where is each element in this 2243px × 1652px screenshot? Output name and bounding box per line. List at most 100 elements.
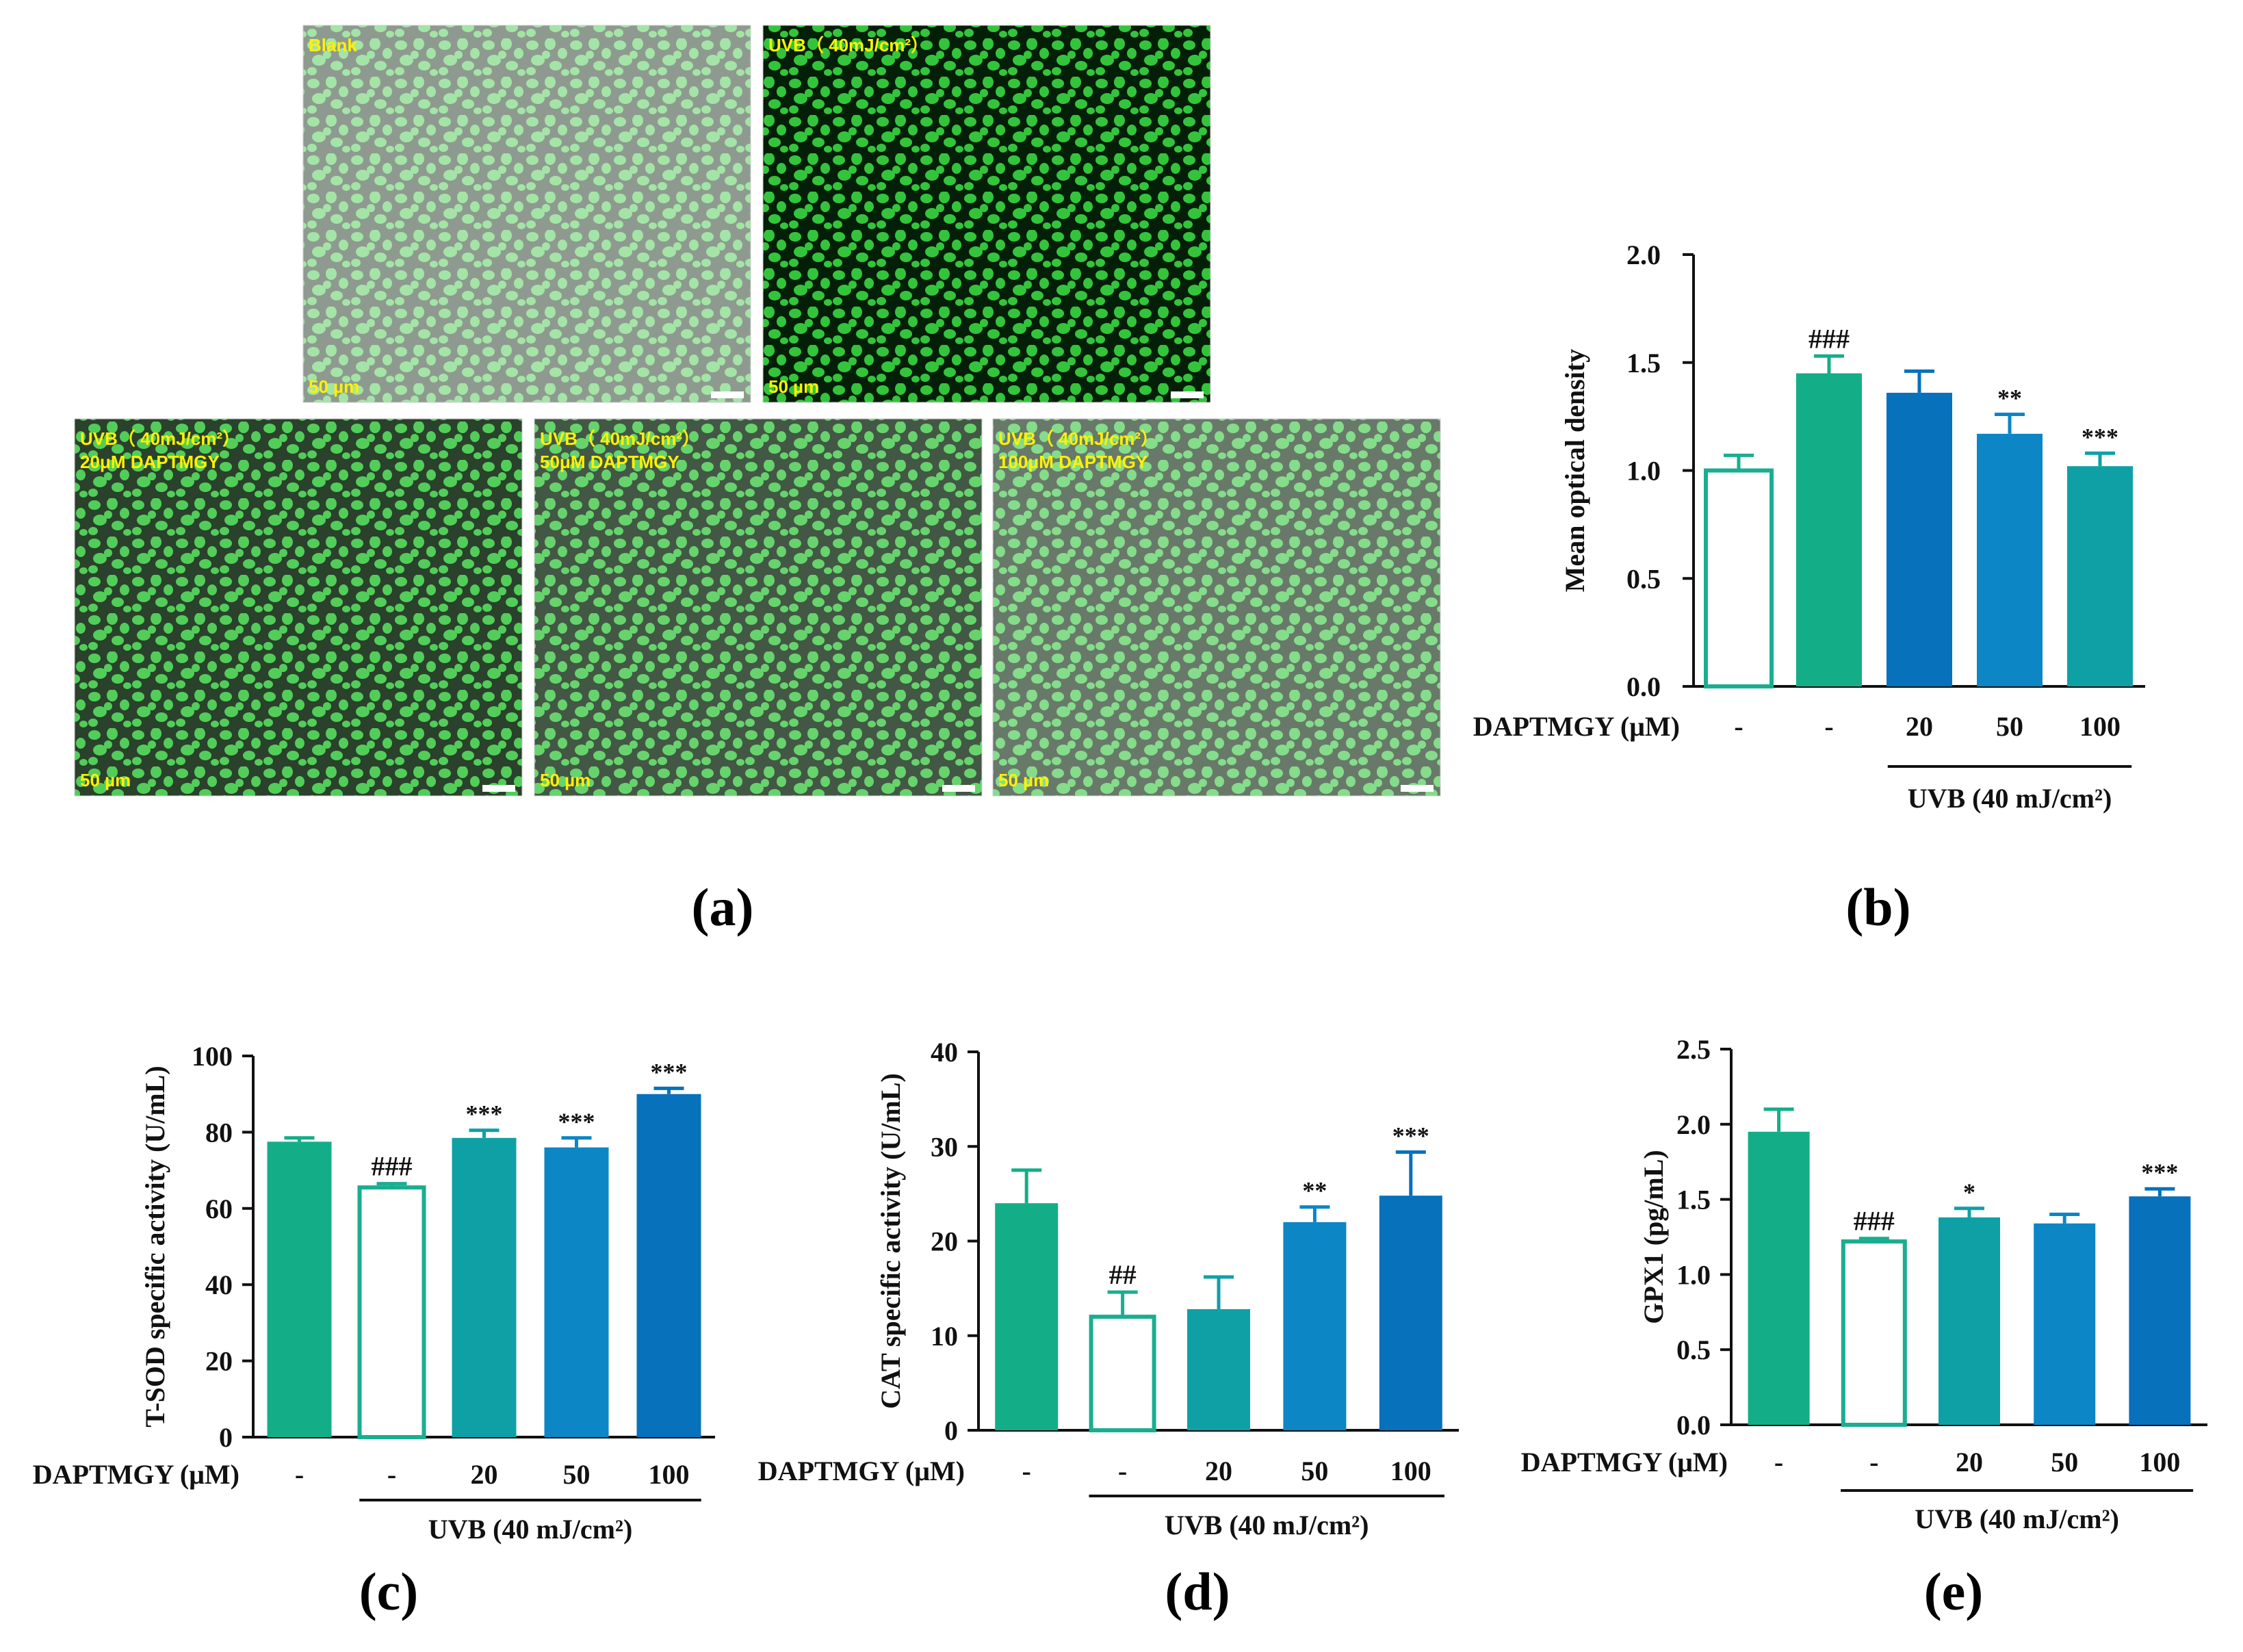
panel-label-group: (a) (b) (c) (d) (e) — [359, 877, 1984, 1621]
x-tick-label: - — [1734, 711, 1743, 742]
significance-mark: *** — [1392, 1122, 1429, 1150]
micrograph-image — [993, 419, 1440, 796]
micrograph-border — [302, 25, 751, 403]
bar-3 — [1887, 392, 1952, 686]
x-tick-label: 50 — [2051, 1447, 2078, 1477]
y-tick-label: 40 — [931, 1037, 958, 1068]
panel-label-c: (c) — [359, 1562, 419, 1621]
x-tick-label: 100 — [649, 1459, 690, 1490]
bar-1 — [1704, 468, 1774, 688]
significance-mark: ### — [372, 1151, 413, 1182]
bar-3 — [1187, 1309, 1250, 1430]
bar-1 — [267, 1141, 332, 1437]
panel-label-d: (d) — [1165, 1562, 1230, 1621]
y-tick-label: 2.5 — [1676, 1034, 1711, 1065]
panel-label-e: (e) — [1924, 1562, 1984, 1621]
y-tick-label: 30 — [931, 1131, 958, 1162]
micrograph-4: UVB（ 40mJ/cm²） 50μM DAPTMGY 50 µm — [534, 418, 983, 797]
y-tick-label: 2.0 — [1676, 1109, 1711, 1140]
y-tick-label: 0 — [944, 1415, 958, 1446]
micrograph-2: UVB（ 40mJ/cm²） 50 µm — [762, 25, 1211, 403]
y-tick-label: 1.0 — [1676, 1259, 1711, 1290]
scale-label: 50 µm — [768, 376, 819, 397]
micrograph-border — [762, 25, 1211, 403]
x-tick-label: 20 — [1906, 711, 1933, 742]
micrograph-image — [75, 419, 522, 796]
x-tick-label: - — [1824, 711, 1833, 742]
significance-mark: ## — [1109, 1259, 1137, 1290]
y-tick-label: 20 — [205, 1346, 233, 1377]
bar-4 — [2034, 1223, 2096, 1425]
micrograph-border — [992, 418, 1441, 797]
chart-e: 0.0 0.5 1.0 1.5 2.0 2.5 GPX1 (pg/mL) - ### - * 20 50… — [1521, 1034, 2207, 1534]
x-axis-title: DAPTMGY (μM) — [1521, 1447, 1728, 1477]
panel-label-b: (b) — [1845, 877, 1910, 937]
bar-1 — [995, 1203, 1059, 1430]
y-tick-label: 0 — [219, 1422, 233, 1453]
chart-d: 0 10 20 30 40 CAT specific activity (U/mL) - ##… — [758, 1037, 1459, 1540]
y-tick-label: 1.5 — [1626, 348, 1661, 378]
y-axis-title: CAT specific activity (U/mL) — [875, 1073, 906, 1409]
micrograph-border — [74, 418, 523, 797]
bar-3 — [452, 1137, 517, 1437]
y-tick-label: 60 — [205, 1193, 233, 1224]
group-label: UVB (40 mJ/cm²) — [1908, 783, 2112, 814]
micrograph-label: UVB（ 40mJ/cm²） — [540, 428, 700, 449]
x-tick-label: - — [1022, 1456, 1031, 1486]
bar-5 — [2129, 1196, 2191, 1425]
significance-mark: *** — [466, 1100, 503, 1128]
significance-mark: ### — [1854, 1206, 1895, 1237]
x-tick-label: - — [1869, 1447, 1878, 1477]
x-tick-label: 100 — [1390, 1456, 1431, 1486]
x-tick-label: 20 — [1205, 1456, 1232, 1486]
y-tick-label: 20 — [931, 1226, 958, 1257]
y-axis-title: Mean optical density — [1559, 349, 1590, 593]
significance-mark: *** — [558, 1108, 595, 1135]
significance-mark: ** — [1997, 384, 2022, 411]
scale-bar — [1401, 785, 1434, 792]
bar-2 — [1841, 1239, 1907, 1427]
x-tick-label: - — [1774, 1447, 1783, 1477]
group-label: UVB (40 mJ/cm²) — [428, 1514, 633, 1545]
y-tick-label: 1.5 — [1676, 1185, 1711, 1215]
scale-label: 50 µm — [80, 770, 131, 790]
x-tick-label: - — [387, 1459, 396, 1490]
micrograph-label: 50μM DAPTMGY — [540, 452, 679, 472]
micrograph-5: UVB（ 40mJ/cm²） 100μM DAPTMGY 50 µm — [992, 418, 1441, 797]
significance-mark: ** — [1302, 1177, 1327, 1204]
micrograph-image — [303, 25, 751, 402]
micrograph-label: UVB（ 40mJ/cm²） — [768, 35, 929, 55]
y-axis-title: GPX1 (pg/mL) — [1638, 1150, 1669, 1324]
panel-label-a: (a) — [692, 877, 754, 937]
y-tick-label: 0.0 — [1676, 1410, 1711, 1441]
bar-2 — [1796, 373, 1862, 686]
y-tick-label: 100 — [192, 1041, 233, 1072]
micrograph-1: Blank 50 µm — [302, 25, 751, 403]
x-tick-label: 100 — [2079, 711, 2121, 742]
bar-2 — [357, 1185, 426, 1440]
significance-mark: * — [1963, 1178, 1975, 1206]
x-tick-label: 20 — [1956, 1447, 1983, 1477]
scale-label: 50 µm — [540, 770, 591, 790]
x-tick-label: - — [1118, 1456, 1127, 1486]
bar-5 — [1379, 1196, 1442, 1430]
micrograph-3: UVB（ 40mJ/cm²） 20μM DAPTMGY 50 µm — [74, 418, 523, 797]
bar-4 — [1977, 433, 2043, 686]
micrograph-label: 20μM DAPTMGY — [80, 452, 220, 472]
micrograph-label: Blank — [309, 35, 357, 55]
y-tick-label: 40 — [205, 1269, 233, 1300]
y-tick-label: 2.0 — [1626, 240, 1661, 270]
x-tick-label: 100 — [2139, 1447, 2180, 1477]
x-tick-label: 50 — [1996, 711, 2023, 742]
bar-5 — [636, 1094, 701, 1437]
scale-bar — [942, 785, 975, 792]
chart-c: 0 20 40 60 80 100 T-SOD specific activity (U/m… — [33, 1041, 715, 1545]
significance-mark: *** — [2082, 423, 2118, 450]
y-tick-label: 10 — [931, 1321, 958, 1352]
bar-2 — [1089, 1315, 1156, 1432]
y-tick-label: 0.5 — [1626, 563, 1661, 594]
scale-bar — [1171, 391, 1204, 398]
micrograph-label: UVB（ 40mJ/cm²） — [80, 428, 240, 449]
significance-mark: *** — [2141, 1159, 2178, 1186]
